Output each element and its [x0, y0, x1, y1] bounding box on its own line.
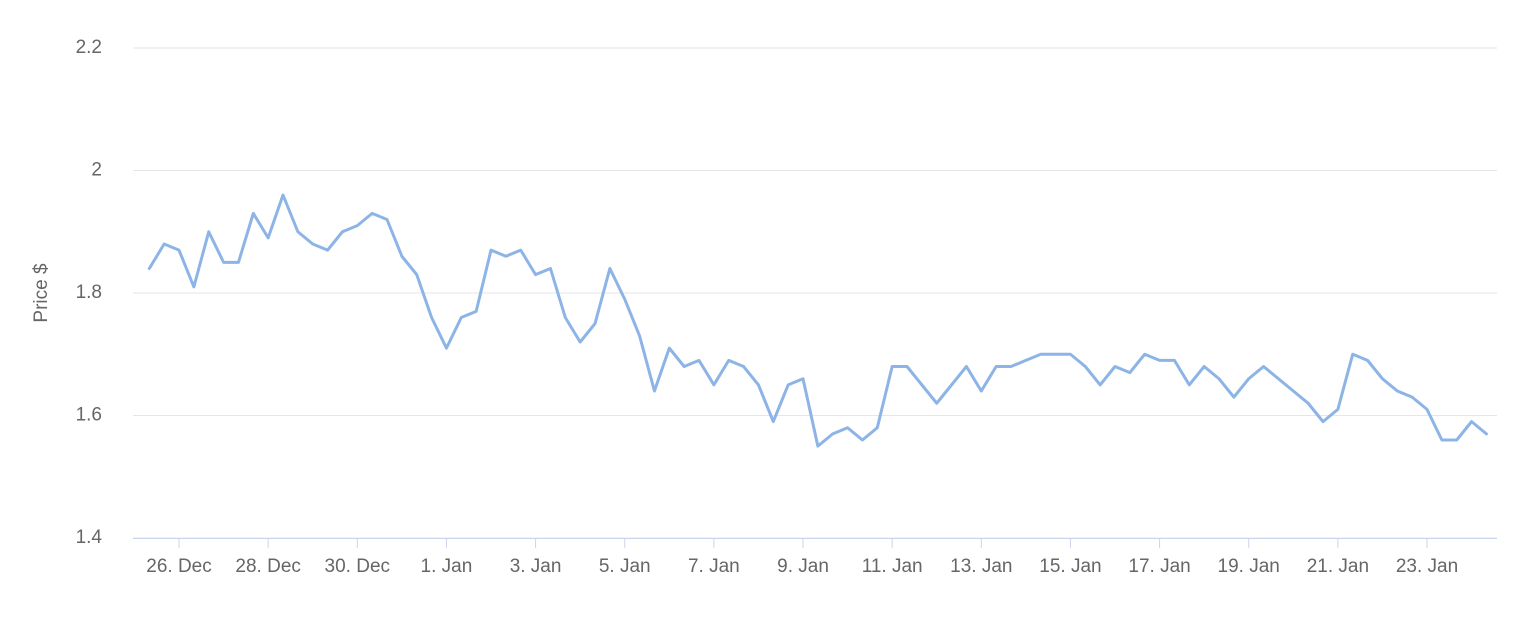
y-tick-label: 1.8 — [76, 282, 102, 303]
x-tick-label: 23. Jan — [1396, 556, 1458, 577]
x-tick-label: 7. Jan — [688, 556, 740, 577]
x-tick-label: 28. Dec — [235, 556, 300, 577]
x-tick-label: 26. Dec — [146, 556, 211, 577]
x-tick-label: 5. Jan — [599, 556, 651, 577]
x-tick-label: 1. Jan — [421, 556, 473, 577]
x-tick-label: 9. Jan — [777, 556, 829, 577]
x-tick-label: 3. Jan — [510, 556, 562, 577]
x-tick-label: 30. Dec — [325, 556, 390, 577]
x-tick-label: 15. Jan — [1039, 556, 1101, 577]
x-tick-label: 17. Jan — [1128, 556, 1190, 577]
y-tick-label: 1.6 — [76, 405, 102, 426]
y-tick-label: 2 — [91, 160, 102, 181]
y-tick-label: 2.2 — [76, 37, 102, 58]
x-tick-label: 11. Jan — [862, 556, 923, 577]
x-tick-label: 21. Jan — [1307, 556, 1369, 577]
y-tick-label: 1.4 — [76, 527, 103, 548]
x-tick-label: 19. Jan — [1218, 556, 1280, 577]
price-line — [147, 193, 1488, 448]
x-tick-label: 13. Jan — [950, 556, 1012, 577]
y-axis-label: Price $ — [31, 263, 52, 323]
